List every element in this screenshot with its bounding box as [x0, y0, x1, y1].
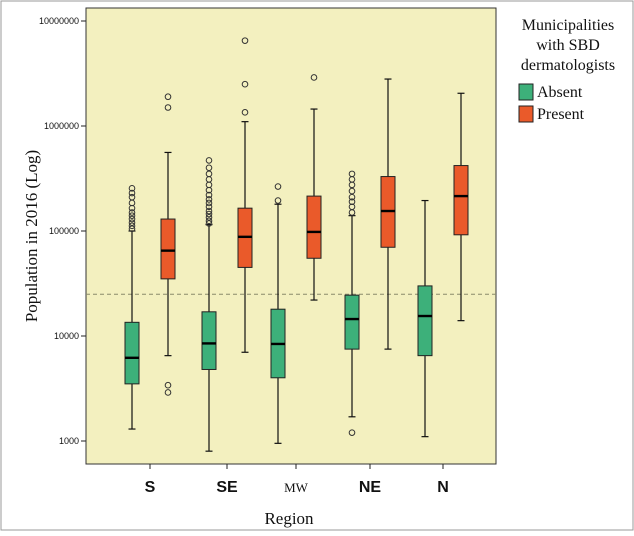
- outlier-point: [205, 203, 213, 211]
- box-absent-n: [417, 199, 433, 438]
- box-present-ne: [380, 78, 396, 350]
- outlier-point: [128, 185, 136, 192]
- legend-label-present: Present: [537, 106, 585, 123]
- outlier-point: [205, 157, 213, 164]
- outlier-point: [164, 93, 172, 101]
- legend-title-line-1: Municipalities: [522, 17, 614, 34]
- outlier-point: [128, 219, 136, 226]
- y-tick-label: 100000: [49, 226, 79, 236]
- box-absent-ne: [344, 170, 360, 436]
- box-iqr: [124, 321, 140, 385]
- box-iqr: [453, 165, 469, 236]
- outlier-point: [128, 209, 136, 216]
- outlier-point: [205, 199, 213, 207]
- outlier-point: [128, 222, 136, 230]
- box-iqr: [344, 294, 360, 350]
- box-present-s: [160, 93, 176, 396]
- y-axis-title: Population in 2016 (Log): [22, 150, 41, 322]
- outlier-point: [128, 212, 136, 219]
- outlier-point: [205, 191, 213, 199]
- outlier-point: [205, 214, 213, 221]
- x-axis-title: Region: [264, 509, 314, 528]
- x-tick-label: N: [437, 479, 449, 496]
- outlier-point: [205, 164, 213, 172]
- boxes-layer: [124, 37, 469, 452]
- outlier-point: [164, 381, 172, 389]
- box-present-n: [453, 92, 469, 322]
- outlier-point: [274, 183, 282, 190]
- outlier-point: [164, 104, 172, 111]
- outlier-point: [310, 74, 318, 81]
- outlier-point: [348, 429, 356, 436]
- y-tick-label: 10000000: [39, 16, 79, 26]
- y-tick-label: 1000000: [44, 121, 79, 131]
- outlier-point: [205, 220, 213, 227]
- outlier-point: [348, 170, 356, 178]
- outlier-point: [205, 196, 213, 203]
- plot-area: [85, 7, 497, 465]
- x-tick-label: NE: [359, 479, 382, 496]
- legend-swatch-present: [518, 105, 534, 123]
- outlier-point: [128, 193, 136, 201]
- box-iqr: [160, 218, 176, 280]
- box-iqr: [306, 195, 322, 259]
- outlier-point: [128, 215, 136, 223]
- legend-title-line-3: dermatologists: [521, 57, 615, 74]
- box-present-mw: [306, 74, 322, 301]
- outlier-point: [241, 109, 249, 116]
- outlier-point: [348, 187, 356, 195]
- x-tick-label: MW: [284, 480, 309, 495]
- outlier-point: [205, 217, 213, 225]
- outlier-point: [205, 210, 213, 218]
- box-absent-se: [201, 157, 217, 452]
- outlier-point: [348, 203, 356, 211]
- box-absent-mw: [270, 183, 286, 444]
- y-tick-label: 1000: [59, 436, 79, 446]
- outlier-point: [164, 389, 172, 396]
- x-tick-label: S: [145, 479, 156, 496]
- box-absent-s: [124, 185, 140, 430]
- box-iqr: [201, 311, 217, 370]
- y-axis: 1000 10000 100000 1000000 10000000: [39, 16, 86, 446]
- legend-swatch-absent: [518, 83, 534, 101]
- outlier-point: [205, 207, 213, 215]
- legend-title-line-2: with SBD: [536, 37, 600, 54]
- outlier-point: [241, 37, 249, 44]
- outlier-point: [241, 80, 249, 88]
- legend: Municipalities with SBD dermatologists A…: [518, 17, 615, 123]
- box-iqr: [417, 285, 433, 357]
- outlier-point: [128, 189, 136, 197]
- box-present-se: [237, 37, 253, 353]
- outlier-point: [348, 198, 356, 206]
- x-axis: S SE MW NE N: [145, 464, 449, 496]
- y-tick-label: 10000: [54, 331, 79, 341]
- x-tick-label: SE: [216, 479, 238, 496]
- legend-label-absent: Absent: [537, 84, 583, 101]
- outlier-point: [274, 197, 282, 204]
